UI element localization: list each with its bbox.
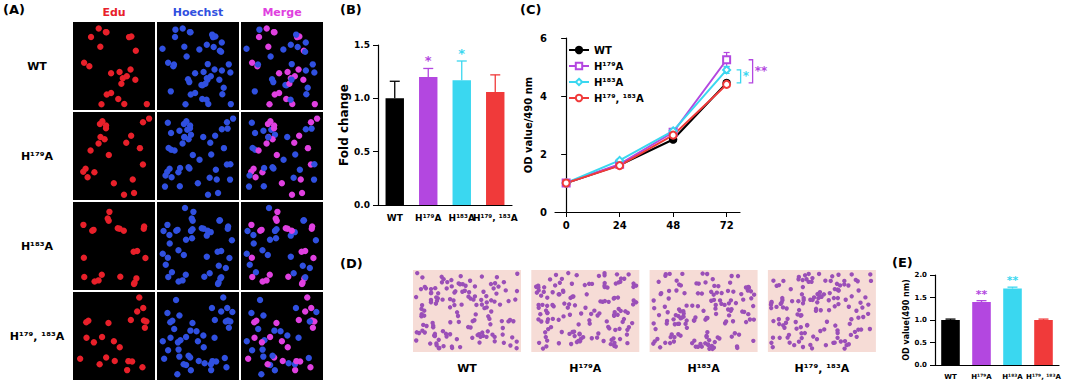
svg-text:WT: WT bbox=[944, 373, 957, 381]
svg-text:(C): (C) bbox=[520, 2, 541, 17]
svg-text:H¹⁸³A: H¹⁸³A bbox=[594, 77, 624, 88]
svg-text:*: * bbox=[458, 46, 465, 61]
svg-text:1.5: 1.5 bbox=[915, 294, 928, 302]
svg-text:2: 2 bbox=[540, 149, 547, 160]
svg-text:H¹⁷⁹A: H¹⁷⁹A bbox=[415, 213, 441, 223]
svg-text:H¹⁷⁹, ¹⁸³A: H¹⁷⁹, ¹⁸³A bbox=[1026, 373, 1061, 381]
svg-text:4: 4 bbox=[540, 91, 547, 102]
svg-text:Merge: Merge bbox=[262, 6, 301, 19]
svg-text:0.5: 0.5 bbox=[915, 339, 928, 347]
svg-text:H¹⁸³A: H¹⁸³A bbox=[21, 240, 54, 253]
svg-text:1.0: 1.0 bbox=[354, 93, 370, 103]
svg-text:Edu: Edu bbox=[102, 6, 125, 19]
svg-text:6: 6 bbox=[540, 33, 547, 44]
svg-text:H¹⁷⁹, ¹⁸³A: H¹⁷⁹, ¹⁸³A bbox=[795, 362, 850, 375]
svg-text:H¹⁷⁹, ¹⁸³A: H¹⁷⁹, ¹⁸³A bbox=[10, 330, 65, 343]
svg-text:*: * bbox=[743, 69, 750, 83]
svg-text:(B): (B) bbox=[340, 2, 362, 17]
svg-text:Hoechst: Hoechst bbox=[173, 6, 223, 19]
svg-text:WT: WT bbox=[27, 60, 47, 73]
svg-text:Fold change: Fold change bbox=[337, 84, 351, 166]
svg-text:1.5: 1.5 bbox=[354, 40, 370, 50]
svg-text:48: 48 bbox=[666, 220, 680, 231]
svg-text:H¹⁷⁹, ¹⁸³A: H¹⁷⁹, ¹⁸³A bbox=[473, 213, 518, 223]
svg-text:0: 0 bbox=[540, 207, 547, 218]
svg-text:**: ** bbox=[976, 288, 988, 301]
svg-text:H¹⁷⁹, ¹⁸³A: H¹⁷⁹, ¹⁸³A bbox=[594, 93, 644, 104]
svg-text:H¹⁷⁹A: H¹⁷⁹A bbox=[21, 150, 54, 163]
svg-text:2.0: 2.0 bbox=[915, 271, 928, 279]
svg-text:WT: WT bbox=[457, 362, 477, 375]
svg-text:(A): (A) bbox=[3, 2, 25, 17]
svg-text:0: 0 bbox=[563, 220, 570, 231]
svg-text:H¹⁷⁹A: H¹⁷⁹A bbox=[971, 373, 992, 381]
svg-text:*: * bbox=[425, 53, 432, 68]
svg-text:0.0: 0.0 bbox=[354, 200, 370, 210]
svg-text:WT: WT bbox=[387, 213, 404, 223]
svg-text:H¹⁸³A: H¹⁸³A bbox=[449, 213, 475, 223]
svg-text:WT: WT bbox=[594, 45, 612, 56]
svg-text:**: ** bbox=[1007, 274, 1019, 287]
svg-text:H¹⁷⁹A: H¹⁷⁹A bbox=[569, 362, 602, 375]
svg-text:(D): (D) bbox=[340, 256, 363, 271]
svg-text:H¹⁷⁹A: H¹⁷⁹A bbox=[594, 61, 624, 72]
svg-text:**: ** bbox=[755, 64, 768, 78]
svg-text:72: 72 bbox=[720, 220, 734, 231]
svg-text:0.0: 0.0 bbox=[915, 361, 928, 369]
svg-text:0.5: 0.5 bbox=[354, 147, 370, 157]
svg-text:H¹⁸³A: H¹⁸³A bbox=[1002, 373, 1023, 381]
svg-text:24: 24 bbox=[613, 220, 627, 231]
svg-text:OD value(490 nm): OD value(490 nm) bbox=[902, 279, 911, 361]
svg-text:(E): (E) bbox=[892, 255, 913, 270]
svg-text:1.0: 1.0 bbox=[915, 316, 928, 324]
svg-text:H¹⁸³A: H¹⁸³A bbox=[688, 362, 721, 375]
svg-text:OD value/490 nm: OD value/490 nm bbox=[523, 77, 534, 173]
